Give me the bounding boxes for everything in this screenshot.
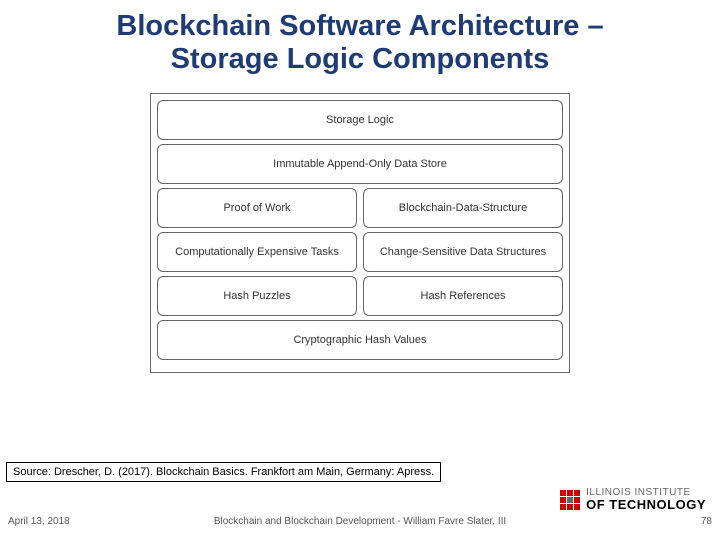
logo-square bbox=[560, 504, 566, 510]
institution-logo: ILLINOIS INSTITUTE OF TECHNOLOGY bbox=[560, 488, 706, 512]
logo-square bbox=[560, 490, 566, 496]
diagram-row-1: Immutable Append-Only Data Store bbox=[157, 144, 563, 184]
logo-square bbox=[574, 497, 580, 503]
source-citation: Source: Drescher, D. (2017). Blockchain … bbox=[6, 462, 441, 482]
title-line2: Storage Logic Components bbox=[171, 43, 550, 75]
diagram-row-2: Proof of WorkBlockchain-Data-Structure bbox=[157, 188, 563, 228]
slide-footer: April 13, 2018 Blockchain and Blockchain… bbox=[0, 516, 720, 532]
logo-text: ILLINOIS INSTITUTE OF TECHNOLOGY bbox=[586, 488, 706, 512]
diagram-row-5: Cryptographic Hash Values bbox=[157, 320, 563, 360]
diagram-box: Proof of Work bbox=[157, 188, 357, 228]
logo-square bbox=[567, 504, 573, 510]
footer-page-number: 78 bbox=[701, 516, 712, 527]
logo-square bbox=[560, 497, 566, 503]
logo-square bbox=[567, 490, 573, 496]
diagram-box: Storage Logic bbox=[157, 100, 563, 140]
architecture-diagram: Storage LogicImmutable Append-Only Data … bbox=[150, 93, 570, 373]
diagram-box: Change-Sensitive Data Structures bbox=[363, 232, 563, 272]
logo-line2: OF TECHNOLOGY bbox=[586, 498, 706, 512]
diagram-row-0: Storage Logic bbox=[157, 100, 563, 140]
diagram-box: Hash References bbox=[363, 276, 563, 316]
diagram-row-3: Computationally Expensive TasksChange-Se… bbox=[157, 232, 563, 272]
logo-square bbox=[574, 504, 580, 510]
diagram-box: Blockchain-Data-Structure bbox=[363, 188, 563, 228]
diagram-box: Cryptographic Hash Values bbox=[157, 320, 563, 360]
diagram-row-4: Hash PuzzlesHash References bbox=[157, 276, 563, 316]
footer-center: Blockchain and Blockchain Development - … bbox=[0, 516, 720, 527]
diagram-box: Computationally Expensive Tasks bbox=[157, 232, 357, 272]
diagram-box: Hash Puzzles bbox=[157, 276, 357, 316]
logo-square bbox=[574, 490, 580, 496]
logo-mark-icon bbox=[560, 490, 580, 510]
title-heading: Blockchain Software Architecture – Stora… bbox=[40, 10, 680, 77]
logo-square bbox=[567, 497, 573, 503]
title-line1: Blockchain Software Architecture – bbox=[116, 10, 603, 42]
slide-title: Blockchain Software Architecture – Stora… bbox=[0, 0, 720, 85]
diagram-box: Immutable Append-Only Data Store bbox=[157, 144, 563, 184]
